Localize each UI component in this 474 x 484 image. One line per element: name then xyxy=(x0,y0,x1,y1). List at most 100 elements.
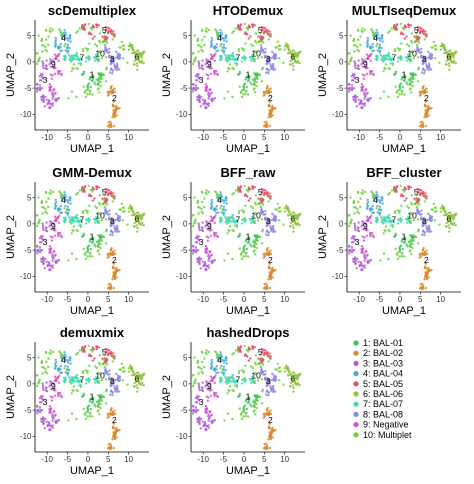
cell-point xyxy=(201,221,204,224)
cluster-label: 2 xyxy=(268,93,273,103)
cell-point xyxy=(127,48,131,51)
cell-point xyxy=(415,32,418,35)
cell-point xyxy=(355,105,358,108)
cell-point xyxy=(82,232,86,235)
cell-point xyxy=(64,371,67,374)
cell-point xyxy=(232,229,235,233)
cell-point xyxy=(357,38,360,41)
cell-point xyxy=(416,50,420,53)
cell-point xyxy=(267,59,270,63)
cell-point xyxy=(444,63,448,66)
cell-point xyxy=(89,26,93,30)
cell-point xyxy=(369,70,372,74)
cell-point xyxy=(386,54,389,57)
cell-point xyxy=(265,29,269,33)
cell-point xyxy=(112,276,116,279)
cell-point xyxy=(112,352,115,355)
cell-point xyxy=(226,59,230,62)
cell-point xyxy=(231,213,235,217)
cell-point xyxy=(84,417,88,421)
cell-point xyxy=(103,202,107,205)
cell-point xyxy=(361,235,364,238)
cell-point xyxy=(63,367,66,370)
cell-point xyxy=(210,365,213,368)
cell-point xyxy=(364,67,368,70)
y-tick-label: -10 xyxy=(176,432,188,441)
cell-point xyxy=(433,206,437,210)
cell-point xyxy=(54,358,57,362)
cell-point xyxy=(38,401,42,404)
cell-point xyxy=(47,357,50,360)
cell-point xyxy=(416,56,420,59)
cell-point xyxy=(81,27,84,30)
cell-point xyxy=(267,91,271,94)
cell-point xyxy=(366,198,369,202)
cell-point xyxy=(109,393,112,396)
cell-point xyxy=(262,91,266,94)
cell-point xyxy=(70,70,73,73)
cell-point xyxy=(254,32,258,35)
cell-point xyxy=(94,83,97,86)
cell-point xyxy=(69,378,72,381)
cell-point xyxy=(141,51,145,54)
cell-point xyxy=(108,189,111,192)
cell-point xyxy=(447,52,450,56)
cell-point xyxy=(420,124,423,127)
cell-point xyxy=(199,267,202,270)
cell-point xyxy=(260,25,264,29)
cell-point xyxy=(100,73,104,77)
cell-point xyxy=(113,35,116,38)
cell-point xyxy=(213,394,216,398)
cell-point xyxy=(405,81,408,84)
cell-point xyxy=(363,104,366,107)
cell-point xyxy=(107,55,111,58)
cell-point xyxy=(58,350,61,353)
cell-point xyxy=(396,222,400,225)
cell-point xyxy=(51,264,54,267)
cell-point xyxy=(113,112,116,115)
cell-point xyxy=(267,426,271,429)
cell-point xyxy=(271,436,274,439)
cell-point xyxy=(127,210,131,213)
cell-point xyxy=(216,371,220,374)
cell-point xyxy=(366,43,369,46)
cluster-label: 8 xyxy=(266,54,271,64)
cell-point xyxy=(232,29,235,33)
x-tick-label: 5 xyxy=(262,295,267,304)
cell-point xyxy=(132,49,135,52)
cell-point xyxy=(54,39,58,42)
cell-point xyxy=(253,222,256,225)
y-tick-label: -5 xyxy=(180,246,188,255)
cell-point xyxy=(416,212,420,215)
cell-point xyxy=(297,213,301,216)
cell-point xyxy=(228,225,232,228)
cell-point xyxy=(222,199,226,202)
cell-point xyxy=(45,29,48,32)
cell-point xyxy=(205,27,208,30)
cell-point xyxy=(359,99,363,102)
cell-point xyxy=(49,395,52,398)
cell-point xyxy=(347,90,351,93)
cell-point xyxy=(409,222,412,225)
cell-point xyxy=(275,379,278,382)
cell-point xyxy=(267,116,270,119)
cluster-label: 8 xyxy=(110,216,115,226)
cell-point xyxy=(71,56,75,59)
cell-point xyxy=(401,85,404,89)
cell-point xyxy=(44,370,47,373)
y-axis-label: UMAP_2 xyxy=(317,53,329,97)
cell-point xyxy=(262,253,266,256)
cell-point xyxy=(122,379,125,382)
x-tick-label: 10 xyxy=(280,295,289,304)
cell-point xyxy=(66,39,70,42)
cell-point xyxy=(214,190,217,193)
cluster-label: 2 xyxy=(268,415,273,425)
cell-point xyxy=(98,32,102,35)
cell-point xyxy=(448,49,452,53)
cell-point xyxy=(363,190,366,194)
cell-point xyxy=(97,60,100,63)
cell-point xyxy=(448,64,451,68)
cell-point xyxy=(37,356,40,359)
cell-point xyxy=(242,369,245,373)
